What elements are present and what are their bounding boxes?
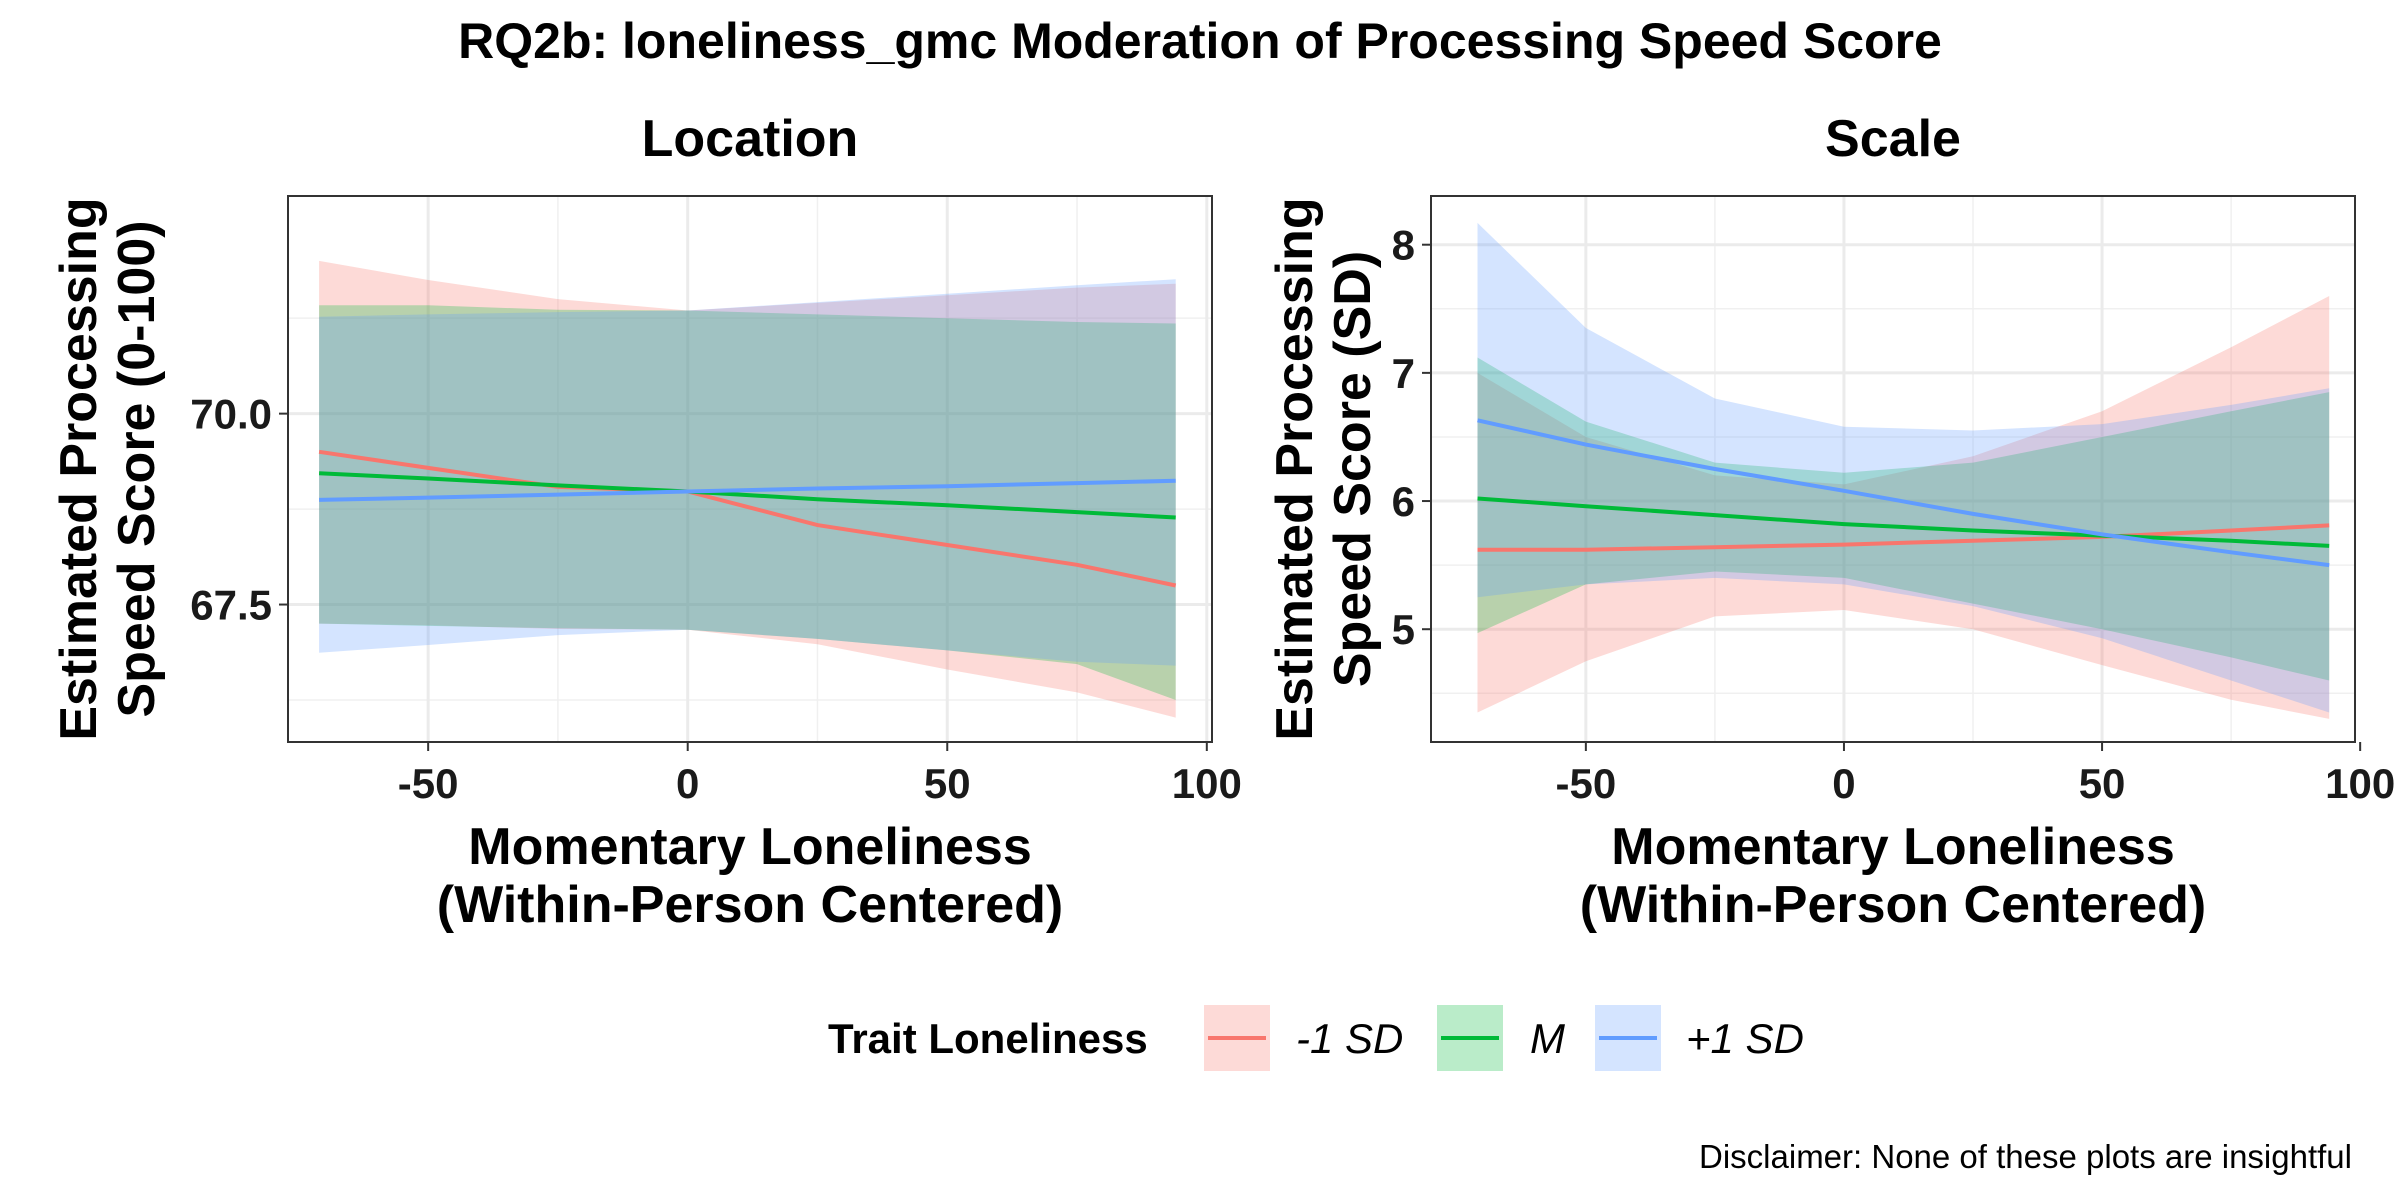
chart-title: RQ2b: loneliness_gmc Moderation of Proce…: [458, 13, 1942, 69]
x-tick-label: 50: [924, 760, 971, 807]
legend-label: -1 SD: [1296, 1015, 1403, 1062]
x-tick-label: 0: [676, 760, 699, 807]
panel-border: [287, 195, 1213, 743]
legend-label: +1 SD: [1686, 1015, 1804, 1062]
y-tick-label: 5: [1392, 606, 1415, 653]
legend-label: M: [1530, 1015, 1565, 1062]
series-line-1: [318, 449, 1177, 588]
x-axis-title: Momentary Loneliness (Within-Person Cente…: [1580, 818, 2206, 934]
x-tick-label: -50: [398, 760, 459, 807]
x-tick-label: 100: [2325, 760, 2395, 807]
chart-caption: Disclaimer: None of these plots are insi…: [1699, 1138, 2352, 1175]
x-tick-label: -50: [1556, 760, 1617, 807]
confidence-band-3: [319, 279, 1176, 666]
confidence-band-2: [319, 305, 1176, 700]
confidence-band-2: [1477, 357, 2330, 681]
y-tick-label: 6: [1392, 478, 1415, 525]
confidence-band-1: [1477, 296, 2330, 719]
facet-title: Location: [642, 110, 859, 168]
panel-border: [1430, 195, 2356, 743]
y-tick-label: 67.5: [190, 582, 272, 629]
x-tick-label: 50: [2079, 760, 2126, 807]
y-axis-title: Estimated ProcessingSpeed Score (0-100): [50, 197, 166, 740]
y-tick-label: 8: [1392, 222, 1415, 269]
y-tick-label: 70.0: [190, 391, 272, 438]
legend-item-1: -1 SD: [1204, 1005, 1403, 1071]
series-line-3: [319, 478, 1176, 502]
panel-scale: -50 0 50 100 5 6 7 8 Scale Momentary Loneliness (W…: [1266, 110, 2395, 934]
series-line-2: [1477, 496, 2330, 548]
legend-item-2: M: [1437, 1005, 1565, 1071]
series-line-1: [1477, 523, 2330, 552]
panel-location: -50 0 50 100 67.5 70.0 Location Momentary Lonel…: [50, 110, 1242, 934]
facet-title: Scale: [1825, 110, 1961, 168]
confidence-band-3: [1477, 222, 2330, 713]
y-tick-label: 7: [1392, 350, 1415, 397]
legend-title: Trait Loneliness: [828, 1015, 1148, 1062]
legend-item-3: +1 SD: [1595, 1005, 1804, 1071]
series-line-3: [1477, 418, 2330, 568]
x-tick-label: 0: [1832, 760, 1855, 807]
y-axis-title: Estimated ProcessingSpeed Score (SD): [1266, 197, 1382, 740]
legend: Trait Loneliness -1 SD M +1 SD: [828, 1005, 1804, 1071]
x-axis-title: Momentary Loneliness (Within-Person Cente…: [437, 818, 1063, 934]
x-tick-label: 100: [1172, 760, 1242, 807]
series-line-2: [319, 471, 1176, 520]
